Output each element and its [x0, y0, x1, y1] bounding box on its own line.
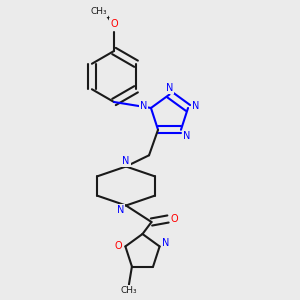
Text: N: N: [192, 101, 199, 112]
Text: O: O: [110, 19, 118, 29]
Text: N: N: [166, 83, 173, 93]
Text: N: N: [162, 238, 169, 248]
Text: CH₃: CH₃: [121, 286, 137, 295]
Text: N: N: [183, 131, 190, 141]
Text: CH₃: CH₃: [91, 7, 107, 16]
Text: N: N: [117, 205, 124, 215]
Text: O: O: [114, 242, 122, 251]
Text: N: N: [140, 101, 147, 112]
Text: O: O: [171, 214, 178, 224]
Text: N: N: [122, 156, 130, 166]
